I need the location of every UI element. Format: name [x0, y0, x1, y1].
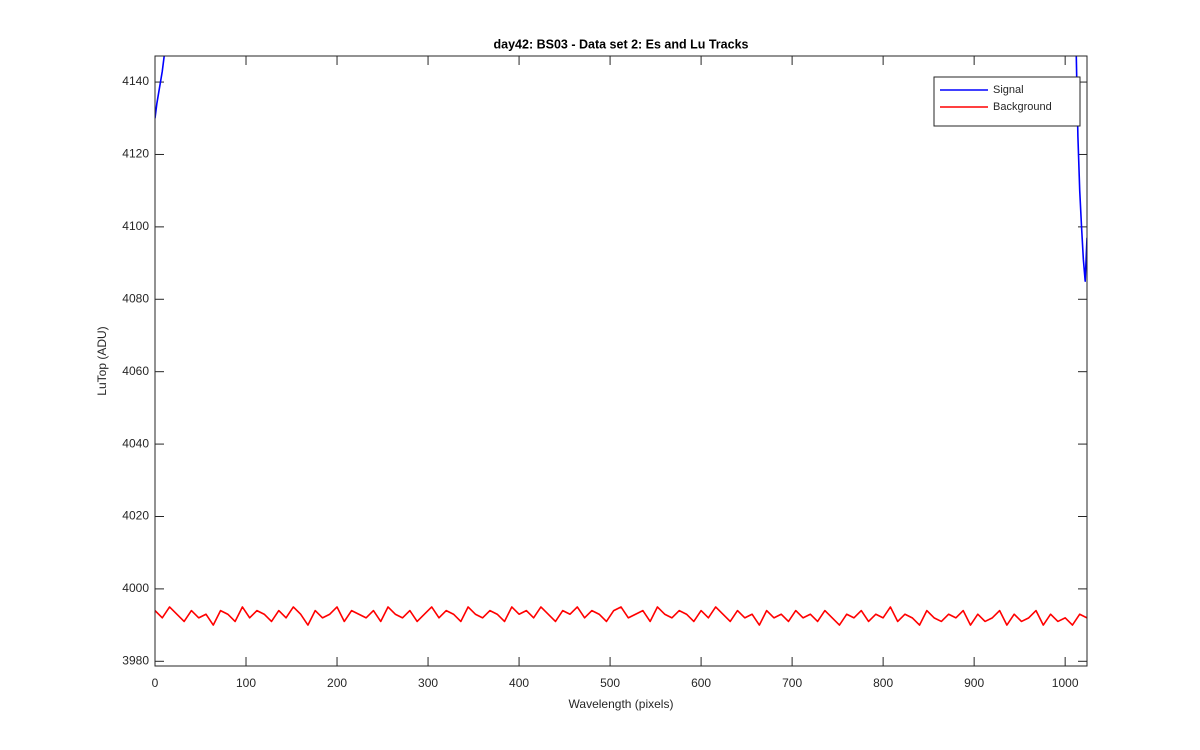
- x-tick-label: 100: [236, 676, 256, 690]
- axes-box: [154, 55, 1088, 667]
- y-tick-label: 4060: [122, 364, 149, 378]
- series-line: [155, 56, 1087, 282]
- x-tick-label: 600: [691, 676, 711, 690]
- legend-box: [933, 76, 1081, 127]
- x-tick-label: 400: [509, 676, 529, 690]
- y-tick-label: 4140: [122, 74, 149, 88]
- y-tick-label: 4100: [122, 219, 149, 233]
- plot-lines: [155, 56, 1087, 626]
- x-axis-label: Wavelength (pixels): [569, 697, 674, 711]
- x-tick-label: 900: [964, 676, 984, 690]
- x-tick-label: 800: [873, 676, 893, 690]
- x-tick-label: 200: [327, 676, 347, 690]
- legend-label: Signal: [993, 84, 1024, 96]
- y-axis-label: LuTop (ADU): [95, 326, 109, 395]
- y-tick-label: 4120: [122, 147, 149, 161]
- x-tick-label: 500: [600, 676, 620, 690]
- x-tick-label: 1000: [1052, 676, 1079, 690]
- plot-area: [155, 56, 1087, 666]
- legend-label: Background: [993, 101, 1052, 113]
- y-tick-label: 4040: [122, 436, 149, 450]
- x-tick-label: 0: [152, 676, 159, 690]
- y-tick-label: 4020: [122, 509, 149, 523]
- y-tick-label: 4000: [122, 581, 149, 595]
- x-tick-label: 300: [418, 676, 438, 690]
- series-line: [155, 606, 1087, 626]
- x-tick-label: 700: [782, 676, 802, 690]
- chart-title: day42: BS03 - Data set 2: Es and Lu Trac…: [494, 37, 749, 51]
- y-tick-label: 4080: [122, 291, 149, 305]
- y-tick-label: 3980: [122, 653, 149, 667]
